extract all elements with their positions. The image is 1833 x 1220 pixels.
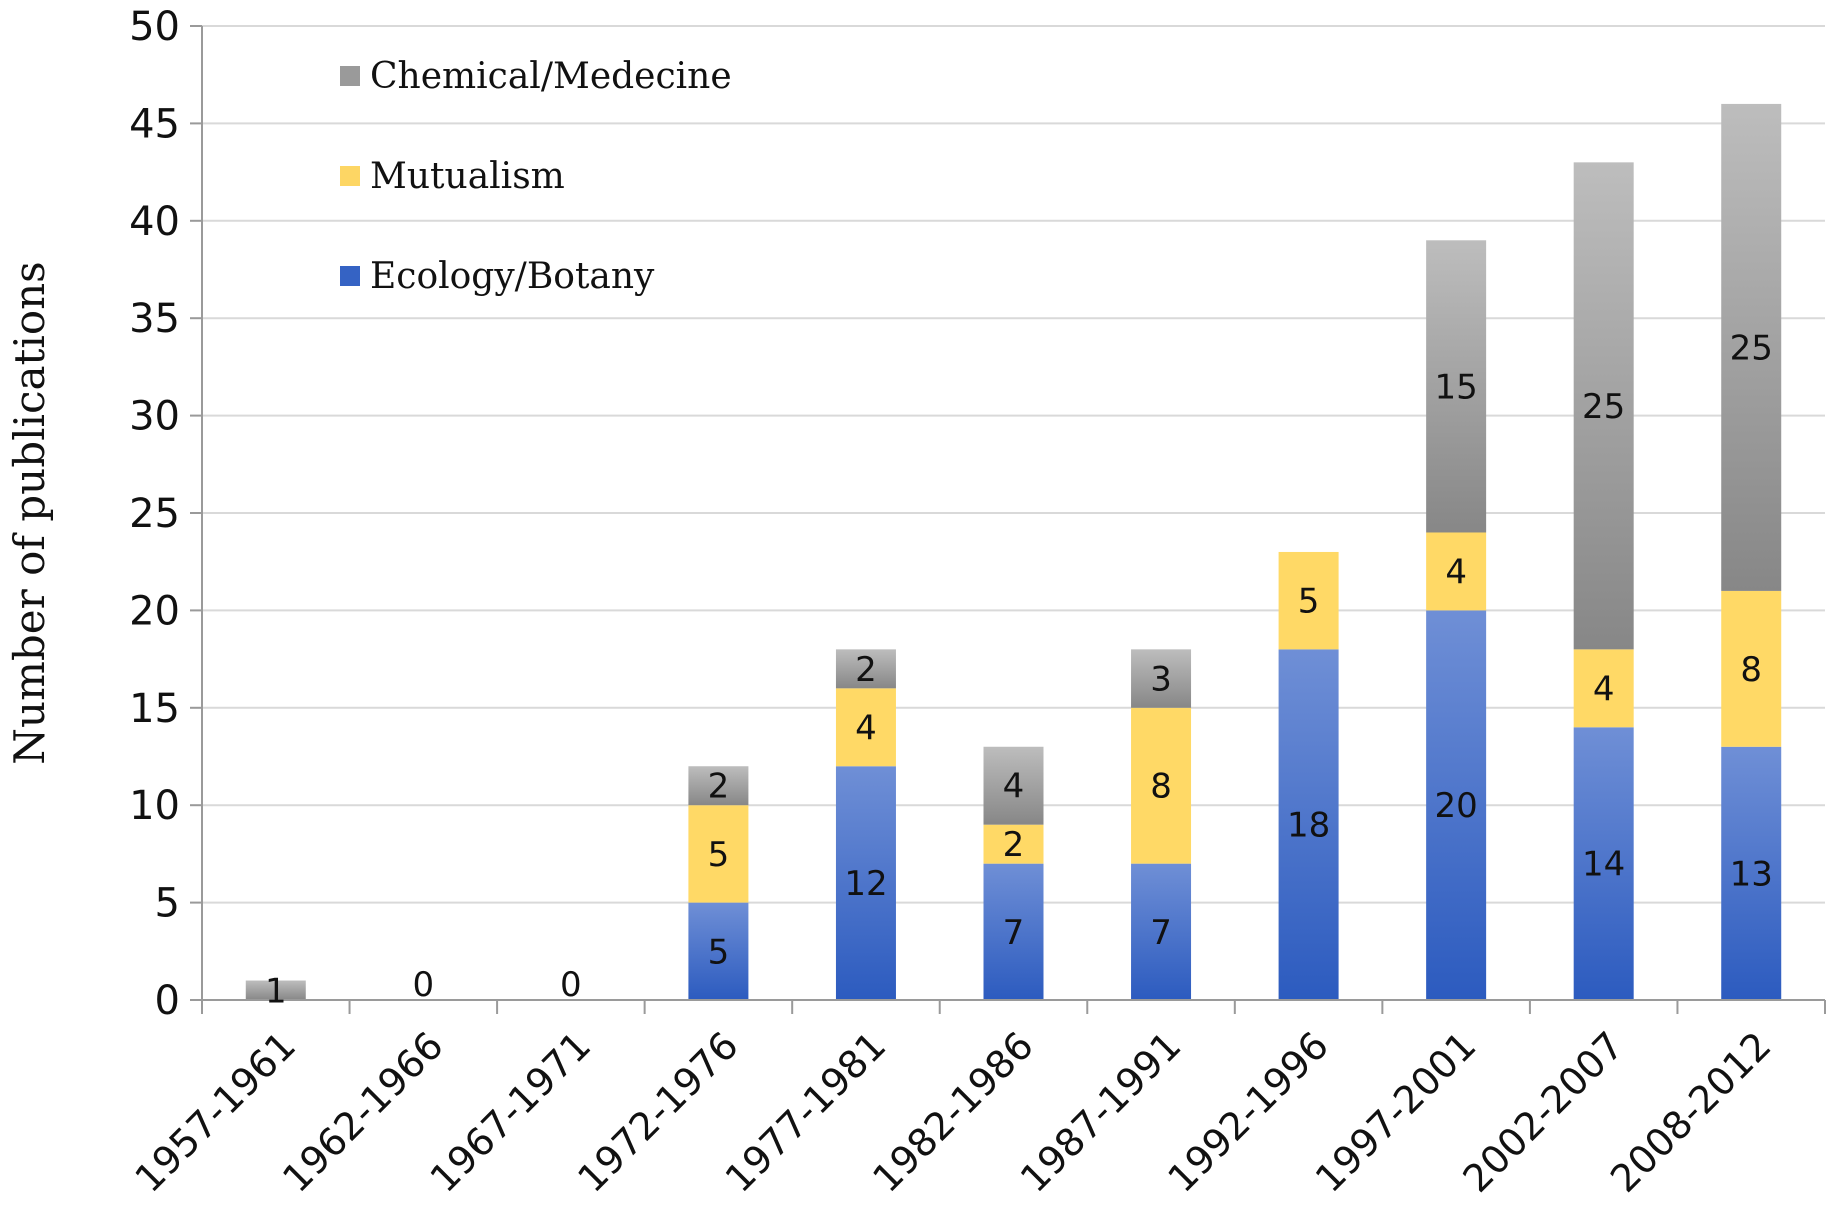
data-label-1972-1976-chemical-medecine: 2 bbox=[708, 767, 730, 807]
legend-swatch-ecology-botany bbox=[340, 266, 360, 286]
bar-1972-1976-mutualism bbox=[688, 805, 749, 903]
bar-2008-2012-ecology-botany bbox=[1721, 746, 1782, 1000]
bar-1997-2001-mutualism bbox=[1426, 532, 1487, 611]
data-label-1962-1966-ecology-botany: 0 bbox=[412, 965, 434, 1005]
xtick-label-2008-2012: 2008-2012 bbox=[1602, 1023, 1780, 1201]
bar-1987-1991-chemical-medecine bbox=[1131, 649, 1192, 708]
data-label-1972-1976-mutualism: 5 bbox=[708, 835, 730, 875]
bar-1982-1986-ecology-botany bbox=[983, 863, 1044, 1000]
ytick-label-10: 10 bbox=[129, 783, 180, 829]
data-label-1997-2001-chemical-medecine: 15 bbox=[1435, 367, 1478, 407]
ytick-label-5: 5 bbox=[155, 881, 180, 927]
data-label-1957-1961-chemical-medecine: 1 bbox=[265, 971, 287, 1011]
labels: 1 0 0 5 5 2 12 4 2 7 2 4 7 8 3 18 5 20 4 15 14 4 25 13 8 25 bbox=[265, 328, 1773, 1011]
data-label-1982-1986-ecology-botany: 7 bbox=[1003, 913, 1025, 953]
bar-1982-1986-mutualism bbox=[983, 824, 1044, 864]
data-label-1977-1981-mutualism: 4 bbox=[855, 708, 877, 748]
legend-label-ecology-botany: Ecology/Botany bbox=[370, 256, 655, 297]
data-label-1967-1971-ecology-botany: 0 bbox=[560, 965, 582, 1005]
bar-1997-2001-ecology-botany bbox=[1426, 610, 1487, 1000]
data-label-1992-1996-mutualism: 5 bbox=[1298, 582, 1320, 622]
data-label-2008-2012-mutualism: 8 bbox=[1740, 650, 1762, 690]
data-label-2008-2012-chemical-medecine: 25 bbox=[1730, 328, 1773, 368]
data-label-2002-2007-chemical-medecine: 25 bbox=[1582, 387, 1625, 427]
legend-label-chemical-medecine: Chemical/Medecine bbox=[370, 56, 732, 97]
data-label-2008-2012-ecology-botany: 13 bbox=[1730, 854, 1773, 894]
data-label-2002-2007-mutualism: 4 bbox=[1593, 669, 1615, 709]
ytick-label-40: 40 bbox=[129, 199, 180, 245]
ytick-label-25: 25 bbox=[129, 491, 180, 537]
y-axis-title: Number of publications bbox=[5, 261, 54, 764]
data-label-1997-2001-ecology-botany: 20 bbox=[1435, 786, 1478, 826]
data-label-1977-1981-chemical-medecine: 2 bbox=[855, 650, 877, 690]
bar-2002-2007-chemical-medecine bbox=[1573, 162, 1634, 650]
bar-1982-1986-chemical-medecine bbox=[983, 746, 1044, 825]
grid-lines bbox=[202, 25, 1825, 1001]
bar-1977-1981-ecology-botany bbox=[835, 766, 896, 1000]
data-label-1982-1986-chemical-medecine: 4 bbox=[1003, 767, 1025, 807]
bar-1957-1961-chemical-medecine bbox=[245, 980, 306, 1000]
bar-1987-1991-mutualism bbox=[1131, 707, 1192, 864]
data-label-1987-1991-ecology-botany: 7 bbox=[1150, 913, 1172, 953]
data-label-1977-1981-ecology-botany: 12 bbox=[844, 864, 887, 904]
bar-1977-1981-mutualism bbox=[835, 688, 896, 767]
ytick-label-45: 45 bbox=[129, 101, 180, 147]
ytick-label-0: 0 bbox=[155, 978, 180, 1024]
legend: Chemical/Medecine Mutualism Ecology/Botany bbox=[340, 56, 732, 297]
bar-2002-2007-mutualism bbox=[1573, 649, 1634, 728]
ytick-label-35: 35 bbox=[129, 296, 180, 342]
data-label-1987-1991-chemical-medecine: 3 bbox=[1150, 660, 1172, 700]
bar-2008-2012-mutualism bbox=[1721, 590, 1782, 747]
ytick-label-20: 20 bbox=[129, 588, 180, 634]
bar-1972-1976-ecology-botany bbox=[688, 902, 749, 1000]
bar-1997-2001-chemical-medecine bbox=[1426, 240, 1487, 533]
ytick-label-50: 50 bbox=[129, 4, 180, 50]
data-label-1972-1976-ecology-botany: 5 bbox=[708, 932, 730, 972]
bars bbox=[245, 103, 1782, 1000]
bar-1987-1991-ecology-botany bbox=[1131, 863, 1192, 1000]
data-label-1997-2001-mutualism: 4 bbox=[1445, 552, 1467, 592]
bar-2008-2012-chemical-medecine bbox=[1721, 103, 1782, 591]
data-label-1987-1991-mutualism: 8 bbox=[1150, 767, 1172, 807]
legend-swatch-chemical-medecine bbox=[340, 66, 360, 86]
ytick-label-15: 15 bbox=[129, 686, 180, 732]
bar-1972-1976-chemical-medecine bbox=[688, 766, 749, 806]
bar-1992-1996-ecology-botany bbox=[1278, 649, 1339, 1000]
bar-1977-1981-chemical-medecine bbox=[835, 649, 896, 689]
data-label-2002-2007-ecology-botany: 14 bbox=[1582, 845, 1625, 885]
data-label-1992-1996-ecology-botany: 18 bbox=[1287, 806, 1330, 846]
bar-2002-2007-ecology-botany bbox=[1573, 727, 1634, 1000]
ytick-label-30: 30 bbox=[129, 394, 180, 440]
data-label-1982-1986-mutualism: 2 bbox=[1003, 825, 1025, 865]
legend-label-mutualism: Mutualism bbox=[370, 156, 565, 197]
bar-1992-1996-mutualism bbox=[1278, 551, 1339, 650]
legend-swatch-mutualism bbox=[340, 166, 360, 186]
